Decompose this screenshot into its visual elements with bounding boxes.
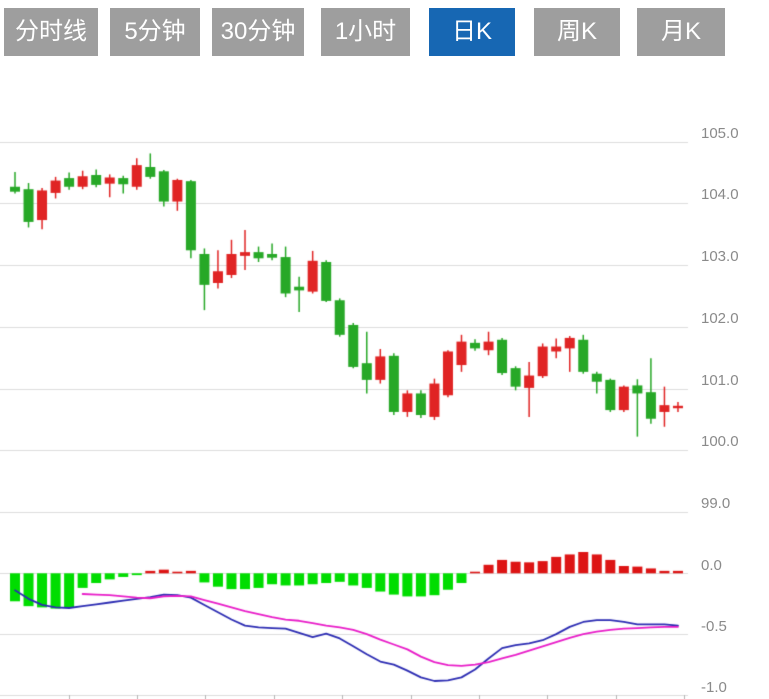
price-axis-label: 100.0 — [701, 433, 739, 451]
tab-weekly-k[interactable]: 周K — [534, 8, 620, 56]
price-axis-label: 102.0 — [701, 309, 739, 327]
macd-axis-label: -1.0 — [701, 679, 727, 696]
tab-minute-line[interactable]: 分时线 — [4, 8, 98, 56]
macd-axis-label: 0.0 — [701, 557, 722, 575]
tab-monthly-k[interactable]: 月K — [637, 8, 725, 56]
period-tabbar: 分时线 5分钟 30分钟 1小时 日K 周K 月K — [0, 8, 769, 56]
tab-daily-k[interactable]: 日K — [429, 8, 515, 56]
tab-1hour[interactable]: 1小时 — [321, 8, 410, 56]
price-axis-label: 105.0 — [701, 124, 739, 142]
macd-axis-label: -0.5 — [701, 618, 727, 636]
price-axis-label: 99.0 — [701, 494, 731, 512]
price-axis-label: 101.0 — [701, 371, 739, 389]
price-axis-label: 103.0 — [701, 248, 739, 266]
price-axis-label: 104.0 — [701, 186, 739, 204]
tab-30min[interactable]: 30分钟 — [212, 8, 304, 56]
tab-5min[interactable]: 5分钟 — [110, 8, 200, 56]
